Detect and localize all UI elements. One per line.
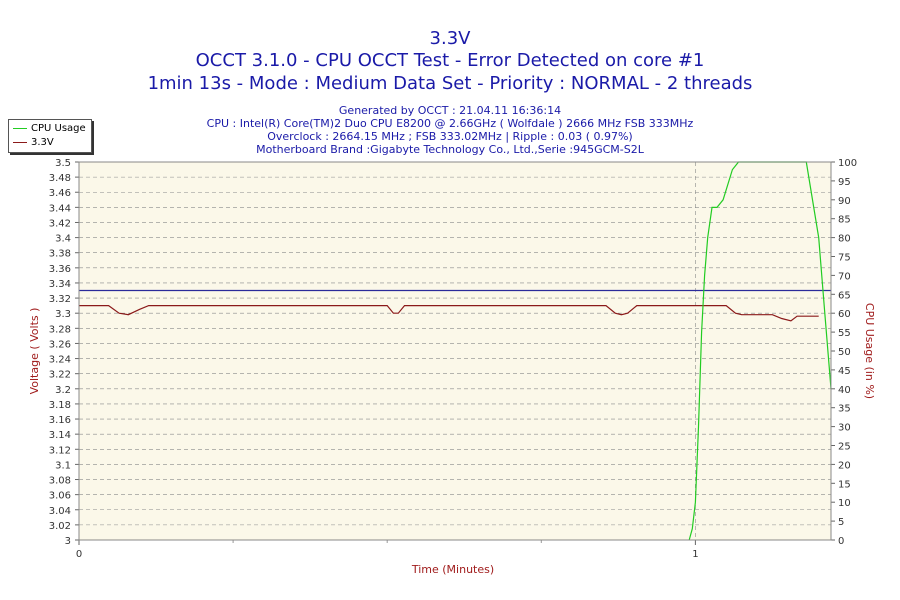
info-motherboard: Motherboard Brand :Gigabyte Technology C…	[256, 143, 644, 156]
legend-item-cpu-usage: CPU Usage	[13, 123, 86, 135]
y-left-tick-label: 3.2	[55, 385, 71, 396]
y-right-tick-label: 70	[838, 271, 851, 282]
y-left-tick-label: 3.04	[49, 506, 71, 517]
y-right-tick-label: 95	[838, 177, 851, 188]
y-left-tick-label: 3.36	[49, 264, 71, 275]
y-axis-right-label: CPU Usage (in %)	[863, 303, 876, 399]
y-right-tick-label: 35	[838, 404, 851, 415]
x-tick-label: 0	[76, 549, 82, 560]
y-right-tick-label: 0	[838, 536, 844, 547]
right-axis-ticks: 0 5 10 15 20 25 30 35 40 45 50 55 60 65 70 75 80 85 90 95 10…	[831, 158, 857, 547]
legend-label-3-3v: 3.3V	[31, 137, 54, 148]
y-left-tick-label: 3.48	[49, 173, 71, 184]
y-right-tick-label: 30	[838, 423, 851, 434]
y-left-tick-label: 3.12	[49, 445, 71, 456]
y-left-tick-label: 3.46	[49, 188, 71, 199]
chart-subtitle-mode: 1min 13s - Mode : Medium Data Set - Prio…	[147, 73, 753, 94]
y-left-tick-label: 3	[65, 536, 71, 547]
legend-item-3-3v: 3.3V	[13, 137, 54, 149]
y-left-tick-label: 3.26	[49, 339, 71, 350]
y-left-tick-label: 3.44	[49, 203, 71, 214]
y-right-tick-label: 40	[838, 385, 851, 396]
y-right-tick-label: 20	[838, 460, 851, 471]
y-left-tick-label: 3.18	[49, 400, 71, 411]
left-axis-ticks: 3 3.02 3.04 3.06 3.08 3.1 3.12 3.14 3.16 3.18 3.2 3…	[49, 158, 79, 547]
series-line-3-3v	[79, 305, 819, 322]
y-right-tick-label: 100	[838, 158, 857, 169]
y-right-tick-label: 45	[838, 366, 851, 377]
y-left-tick-label: 3.34	[49, 279, 71, 290]
y-left-tick-label: 3.14	[49, 430, 71, 441]
y-left-tick-label: 3.08	[49, 476, 71, 487]
y-left-tick-label: 3.42	[49, 218, 71, 229]
chart-subtitle-test: OCCT 3.1.0 - CPU OCCT Test - Error Detec…	[195, 50, 705, 71]
y-left-tick-label: 3.06	[49, 491, 71, 502]
grid-lines	[79, 162, 831, 540]
info-cpu: CPU : Intel(R) Core(TM)2 Duo CPU E8200 @…	[206, 117, 694, 130]
y-right-tick-label: 15	[838, 479, 851, 490]
plot-area	[79, 162, 831, 540]
y-right-tick-label: 90	[838, 196, 851, 207]
legend-swatch-3-3v	[13, 141, 27, 143]
y-right-tick-label: 55	[838, 328, 851, 339]
y-right-tick-label: 25	[838, 442, 851, 453]
y-left-tick-label: 3.3	[55, 309, 71, 320]
y-left-tick-label: 3.16	[49, 415, 71, 426]
legend-swatch-cpu-usage	[13, 127, 27, 129]
y-left-tick-label: 3.5	[55, 158, 71, 169]
y-left-tick-label: 3.24	[49, 355, 71, 366]
info-generated: Generated by OCCT : 21.04.11 16:36:14	[338, 104, 562, 117]
chart-title: 3.3V	[429, 28, 471, 49]
y-left-tick-label: 3.22	[49, 370, 71, 381]
info-overclock: Overclock : 2664.15 MHz ; FSB 333.02MHz …	[267, 130, 633, 143]
y-left-tick-label: 3.38	[49, 249, 71, 260]
y-right-tick-label: 50	[838, 347, 851, 358]
y-left-tick-label: 3.02	[49, 521, 71, 532]
x-axis-label: Time (Minutes)	[411, 563, 494, 576]
y-left-tick-label: 3.4	[55, 234, 71, 245]
y-right-tick-label: 75	[838, 253, 851, 264]
y-right-tick-label: 60	[838, 309, 851, 320]
legend-label-cpu-usage: CPU Usage	[31, 123, 86, 134]
series-group	[79, 161, 832, 541]
y-right-tick-label: 10	[838, 498, 851, 509]
x-tick-label: 1	[692, 549, 698, 560]
y-axis-left-label: Voltage ( Volts )	[28, 308, 41, 395]
y-left-tick-label: 3.1	[55, 460, 71, 471]
y-right-tick-label: 85	[838, 215, 851, 226]
plot-border	[78, 161, 832, 541]
series-line-cpu-usage	[688, 161, 832, 541]
y-right-tick-label: 80	[838, 234, 851, 245]
y-left-tick-label: 3.28	[49, 324, 71, 335]
y-right-tick-label: 65	[838, 290, 851, 301]
y-left-tick-label: 3.32	[49, 294, 71, 305]
legend: CPU Usage 3.3V	[8, 119, 92, 153]
y-right-tick-label: 5	[838, 517, 844, 528]
